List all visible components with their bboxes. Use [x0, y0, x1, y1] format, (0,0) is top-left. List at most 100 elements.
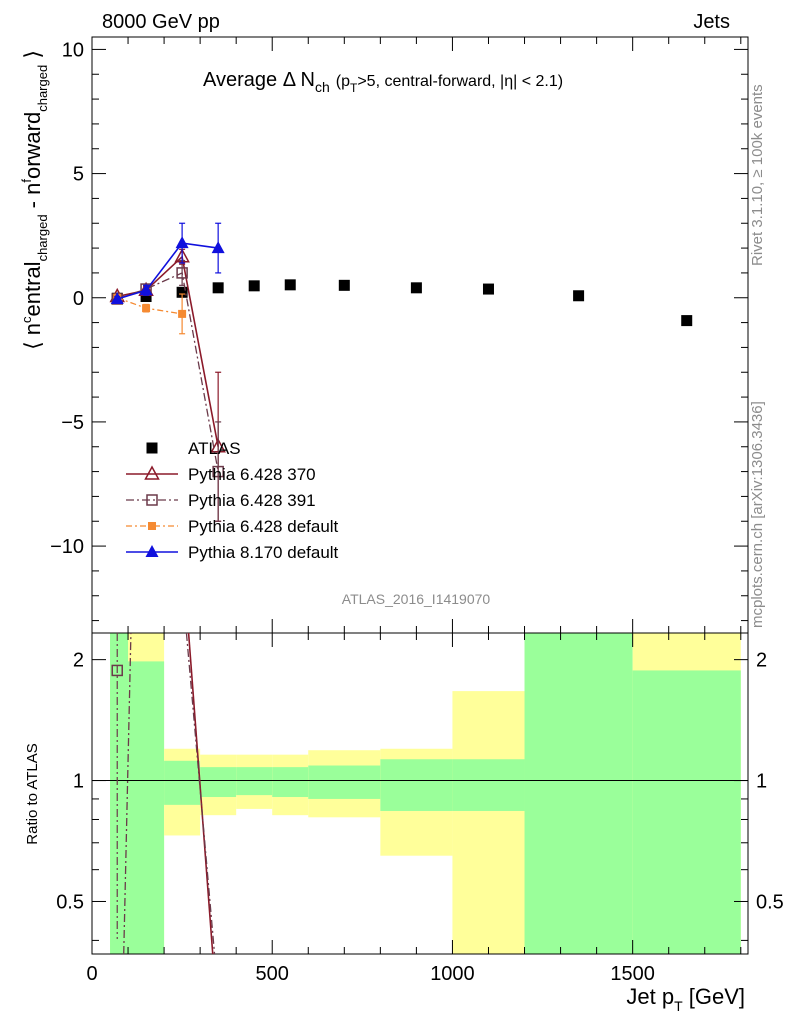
- main-y-axis: 10 5 0 −5 −10: [50, 39, 748, 622]
- data-point: [573, 290, 585, 302]
- xtick-label: 500: [256, 963, 289, 985]
- main-ytick-label: 10: [62, 39, 84, 61]
- mcplots-label: mcplots.cern.ch [arXiv:1306.3436]: [749, 401, 766, 628]
- band-green-8: [452, 759, 525, 811]
- main-y-axis-label-part: charged: [35, 65, 50, 112]
- data-point: [248, 280, 260, 292]
- ratio-uncertainty-bands: [92, 633, 748, 954]
- band-green-1: [128, 661, 165, 954]
- ratio-ytick-label-right: 1: [756, 771, 767, 793]
- main-y-axis-label-part: f: [19, 179, 34, 183]
- xtick-label: 1500: [610, 963, 655, 985]
- legend-item-0: ATLAS: [146, 439, 241, 458]
- data-point: [142, 304, 151, 313]
- ratio-y-axis: 0.5 0.5 1 1 2 2: [56, 650, 784, 941]
- data-point: [211, 241, 225, 254]
- legend-label: Pythia 6.428 391: [188, 491, 316, 510]
- data-point: [110, 291, 124, 304]
- plot-title-cut-sub: T: [350, 81, 358, 95]
- legend-label: Pythia 6.428 default: [188, 517, 339, 536]
- ratio-ytick-label-left: 1: [73, 771, 84, 793]
- ratio-ytick-label-right: 0.5: [756, 891, 784, 913]
- legend-label: Pythia 8.170 default: [188, 543, 339, 562]
- legend-label: Pythia 6.428 370: [188, 465, 316, 484]
- series-line: [117, 271, 219, 472]
- band-green-0: [110, 633, 129, 954]
- data-point: [176, 286, 188, 298]
- xtick-label: 1000: [430, 963, 475, 985]
- legend-item-3: Pythia 6.428 default: [126, 517, 339, 536]
- data-point: [140, 291, 152, 303]
- xtick-label: 0: [86, 963, 97, 985]
- data-point: [175, 236, 189, 249]
- legend-item-1: Pythia 6.428 370: [126, 465, 316, 484]
- legend-marker: [148, 522, 156, 530]
- x-axis: 0 500 1000 1500: [86, 37, 742, 985]
- main-ytick-label: 0: [73, 288, 84, 310]
- legend-marker: [145, 545, 159, 557]
- series-line: [116, 242, 219, 300]
- plot-title-cut: (p: [336, 73, 350, 90]
- data-point: [139, 283, 153, 296]
- plot-title-sub: ch: [315, 79, 330, 95]
- main-y-axis-label: ⟨ ncentralcharged - nforwardcharged ⟩: [19, 50, 50, 350]
- ratio-point: [111, 664, 123, 677]
- legend-marker: [146, 494, 158, 506]
- band-green-9: [524, 633, 633, 954]
- main-y-axis-label-part: charged: [35, 214, 50, 261]
- band-green-7: [380, 759, 453, 811]
- legend-marker: [146, 442, 158, 454]
- band-yellow-8: [452, 691, 525, 954]
- main-y-axis-label-part: c: [19, 316, 34, 323]
- data-point: [178, 309, 187, 318]
- series-0: [111, 279, 693, 327]
- x-axis-label: Jet pT [GeV]: [626, 984, 745, 1014]
- main-ytick-label: −5: [61, 412, 84, 434]
- data-point: [176, 267, 188, 279]
- legend-label: ATLAS: [188, 439, 241, 458]
- data-point: [338, 279, 350, 291]
- plot-title-cut-rest: >5, central-forward, |η| < 2.1): [357, 73, 563, 90]
- data-point: [482, 283, 494, 295]
- header-left: 8000 GeV pp: [102, 11, 220, 33]
- plot-title-main: Average Δ N: [203, 69, 315, 91]
- band-green-5: [272, 767, 309, 798]
- ratio-curves: [111, 632, 216, 955]
- main-ytick-label: −10: [50, 536, 84, 558]
- main-y-axis-label-part: ⟩: [20, 50, 45, 65]
- data-point: [410, 282, 422, 294]
- ratio-line-1: [123, 632, 132, 955]
- band-green-6: [308, 765, 381, 799]
- series-4: [110, 222, 225, 304]
- data-point: [212, 282, 224, 294]
- main-ytick-label: 5: [73, 164, 84, 186]
- ratio-line-2: [185, 632, 216, 955]
- x-axis-label-part: Jet p: [626, 984, 674, 1009]
- header-right: Jets: [693, 11, 730, 33]
- legend-marker: [144, 465, 160, 480]
- series-line: [117, 255, 219, 447]
- band-green-10: [632, 670, 741, 954]
- band-green-2: [164, 760, 201, 805]
- rivet-label: Rivet 3.1.10, ≥ 100k events: [749, 84, 766, 266]
- main-y-axis-label-part: ⟨ n: [20, 323, 45, 350]
- ratio-ytick-label-left: 0.5: [56, 891, 84, 913]
- x-axis-label-part: [GeV]: [683, 984, 745, 1009]
- data-point: [212, 465, 224, 478]
- legend: ATLAS Pythia 6.428 370 Pythia 6.428 391 Pyt…: [126, 439, 339, 562]
- main-y-axis-label-part: - n: [20, 183, 45, 215]
- ratio-ytick-label-left: 2: [73, 650, 84, 672]
- ratio-ytick-label-right: 2: [756, 650, 767, 672]
- plot-title: Average Δ Nch (pT>5, central-forward, |η|…: [203, 69, 563, 95]
- main-y-axis-label-part: orward: [20, 112, 45, 179]
- data-point: [284, 279, 296, 291]
- band-green-4: [236, 767, 273, 796]
- ratio-y-axis-label: Ratio to ATLAS: [24, 743, 41, 844]
- data-point: [681, 315, 693, 327]
- analysis-id: ATLAS_2016_I1419070: [342, 591, 491, 607]
- x-axis-label-part: T: [674, 998, 683, 1014]
- legend-item-4: Pythia 8.170 default: [126, 543, 339, 562]
- band-green-3: [200, 767, 237, 798]
- main-y-axis-label-part: entral: [20, 261, 45, 316]
